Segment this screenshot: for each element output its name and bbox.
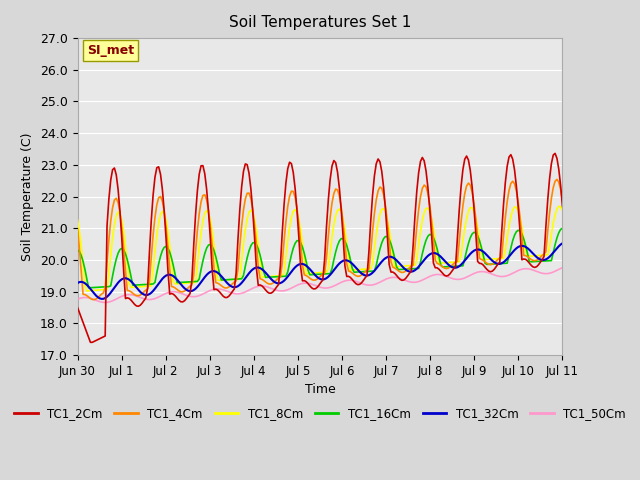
X-axis label: Time: Time — [305, 384, 335, 396]
Legend: TC1_2Cm, TC1_4Cm, TC1_8Cm, TC1_16Cm, TC1_32Cm, TC1_50Cm: TC1_2Cm, TC1_4Cm, TC1_8Cm, TC1_16Cm, TC1… — [10, 402, 630, 424]
Y-axis label: Soil Temperature (C): Soil Temperature (C) — [21, 132, 35, 261]
Text: SI_met: SI_met — [87, 44, 134, 57]
Title: Soil Temperatures Set 1: Soil Temperatures Set 1 — [229, 15, 411, 30]
